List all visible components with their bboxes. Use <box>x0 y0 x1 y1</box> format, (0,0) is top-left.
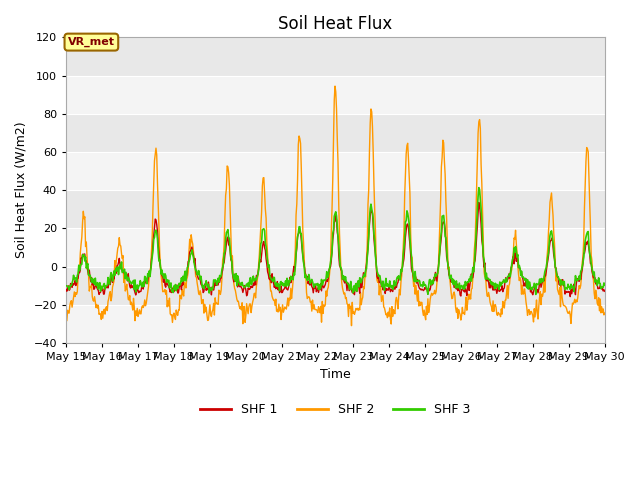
Y-axis label: Soil Heat Flux (W/m2): Soil Heat Flux (W/m2) <box>15 122 28 259</box>
SHF 3 <box>601 282 609 288</box>
SHF 2 <box>72 290 79 296</box>
SHF 1 <box>401 246 408 252</box>
Line: SHF 1: SHF 1 <box>66 203 605 297</box>
Bar <box>66 152 605 190</box>
SHF 2 <box>62 308 70 314</box>
SHF 3 <box>72 275 79 281</box>
SHF 3 <box>475 185 483 191</box>
SHF 1 <box>566 294 574 300</box>
Line: SHF 2: SHF 2 <box>66 86 605 325</box>
SHF 2 <box>127 299 135 305</box>
Bar <box>66 228 605 266</box>
SHF 3 <box>401 235 408 240</box>
Bar <box>66 266 605 305</box>
Bar <box>66 190 605 228</box>
SHF 2 <box>418 300 426 305</box>
Bar <box>66 37 605 75</box>
SHF 3 <box>62 283 70 288</box>
SHF 3 <box>532 291 540 297</box>
SHF 1 <box>182 274 190 279</box>
SHF 2 <box>182 285 190 291</box>
Line: SHF 3: SHF 3 <box>66 188 605 294</box>
SHF 3 <box>417 283 424 289</box>
SHF 2 <box>403 151 410 156</box>
X-axis label: Time: Time <box>320 368 351 381</box>
SHF 1 <box>62 287 70 292</box>
SHF 2 <box>348 323 355 328</box>
SHF 1 <box>475 200 483 205</box>
Title: Soil Heat Flux: Soil Heat Flux <box>278 15 392 33</box>
SHF 3 <box>182 278 190 284</box>
SHF 1 <box>417 286 424 292</box>
SHF 3 <box>127 281 135 287</box>
SHF 1 <box>127 282 135 288</box>
Bar <box>66 75 605 114</box>
SHF 2 <box>331 83 339 89</box>
SHF 1 <box>211 283 218 289</box>
Text: VR_met: VR_met <box>68 37 115 47</box>
SHF 3 <box>211 279 218 285</box>
SHF 2 <box>211 312 218 318</box>
SHF 2 <box>601 311 609 316</box>
Bar <box>66 305 605 343</box>
SHF 1 <box>72 283 79 288</box>
Bar <box>66 114 605 152</box>
SHF 1 <box>601 288 609 294</box>
Legend: SHF 1, SHF 2, SHF 3: SHF 1, SHF 2, SHF 3 <box>195 398 476 421</box>
